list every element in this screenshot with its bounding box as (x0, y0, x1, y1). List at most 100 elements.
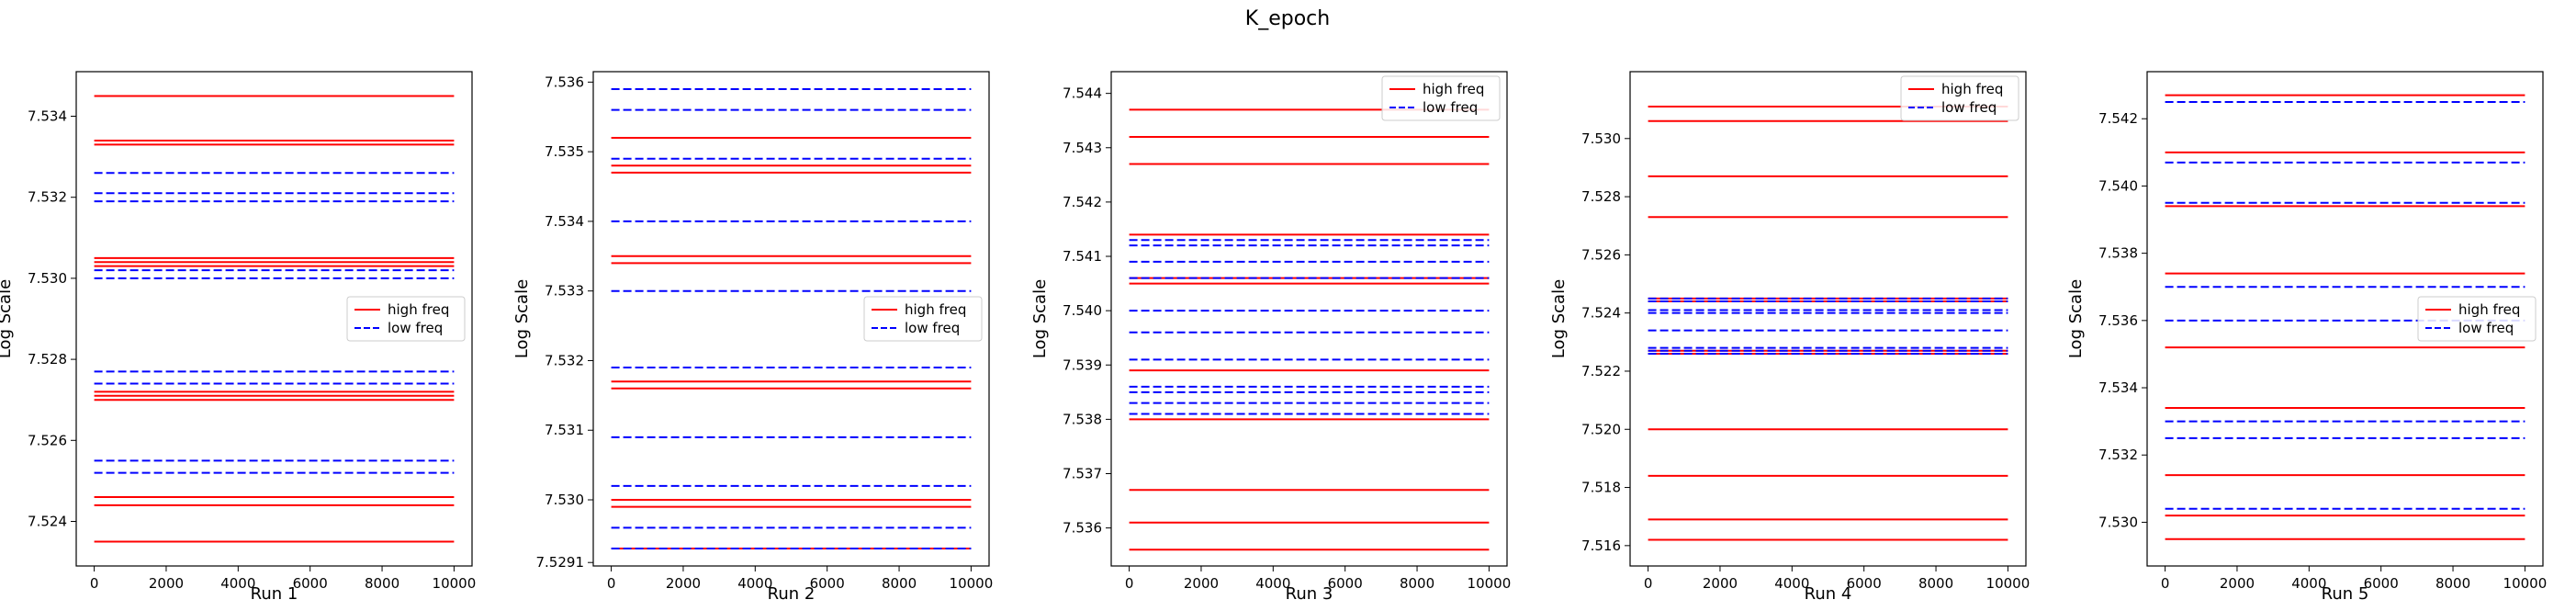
legend-box (346, 296, 466, 342)
y-tick-label: 7.530 (2098, 514, 2138, 530)
y-tick-label: 7.538 (1063, 411, 1102, 427)
y-tick-label: 7.526 (28, 432, 67, 448)
x-tick-label: 8000 (2435, 575, 2470, 592)
x-tick-label: 4000 (1255, 575, 1290, 592)
panel-1: 0 2000 4000 6000 8000 10000 7.524 7.526 7.528 7.5… (0, 71, 477, 604)
x-tick-label: 8000 (365, 575, 399, 592)
y-tick-label: 7.538 (2098, 245, 2138, 262)
legend-high-freq-label: high freq (905, 301, 966, 318)
plot-area (1111, 72, 1507, 566)
x-tick-label: 6000 (1847, 575, 1882, 592)
plot-area (1630, 72, 2026, 566)
x-axis-label: Run 3 (1286, 584, 1333, 604)
legend: high freq low freq (863, 296, 983, 342)
legend-high-freq-label: high freq (1941, 81, 2003, 97)
panel-2: 0 2000 4000 6000 8000 10000 7.5291 7.530 7.531 7.… (512, 71, 994, 604)
x-tick-label: 10000 (433, 575, 477, 592)
legend-low-freq-label: low freq (2458, 320, 2514, 336)
y-axis-label: Log Scale (2066, 279, 2086, 358)
axes-frame (75, 71, 473, 567)
x-axis-label: Run 4 (1805, 584, 1852, 604)
panel-4: 0 2000 4000 6000 8000 10000 7.516 7.518 7.520 7.5… (1549, 71, 2030, 604)
y-tick-label: 7.540 (2098, 177, 2138, 194)
y-tick-label: 7.532 (2098, 447, 2138, 463)
y-tick-label: 7.537 (1063, 465, 1102, 481)
axes-frame (2146, 71, 2544, 567)
y-tick-label: 7.532 (545, 352, 584, 368)
y-axis-label: Log Scale (1549, 279, 1569, 358)
legend-low-freq-label: low freq (905, 320, 960, 336)
y-tick-label: 7.524 (1581, 305, 1621, 322)
x-tick-label: 6000 (2364, 575, 2399, 592)
x-tick-label: 10000 (2503, 575, 2548, 592)
y-tick-label: 7.532 (28, 189, 67, 206)
y-tick-label: 7.524 (28, 513, 67, 529)
legend-low-freq-label: low freq (388, 320, 443, 336)
y-tick-label: 7.534 (2098, 379, 2138, 396)
legend-high-freq-label: high freq (388, 301, 449, 318)
x-tick-label: 2000 (149, 575, 184, 592)
legend: high freq low freq (1900, 75, 2019, 121)
y-tick-label: 7.528 (28, 351, 67, 368)
x-axis-label: Run 2 (768, 584, 816, 604)
axes-frame (1110, 71, 1508, 567)
x-tick-label: 6000 (1328, 575, 1363, 592)
legend-box (863, 296, 983, 342)
y-tick-label: 7.536 (545, 74, 584, 90)
x-tick-label: 10000 (1986, 575, 2030, 592)
panel-3: 0 2000 4000 6000 8000 10000 7.536 7.537 7.538 7.5… (1030, 71, 1512, 604)
y-tick-label: 7.534 (545, 213, 584, 230)
legend-box (2417, 296, 2537, 342)
y-tick-label: 7.531 (545, 422, 584, 438)
axes-frame (592, 71, 990, 567)
y-tick-label: 7.520 (1581, 421, 1621, 437)
y-tick-label: 7.540 (1063, 302, 1102, 319)
x-tick-label: 8000 (882, 575, 917, 592)
y-axis-label: Log Scale (1030, 279, 1050, 358)
x-tick-label: 8000 (1400, 575, 1434, 592)
y-tick-label: 7.530 (1581, 130, 1621, 147)
axes-frame (1629, 71, 2027, 567)
x-tick-label: 4000 (1774, 575, 1809, 592)
x-tick-label: 6000 (293, 575, 328, 592)
y-axis-label: Log Scale (0, 279, 15, 358)
y-tick-label: 7.533 (545, 283, 584, 300)
y-tick-label: 7.541 (1063, 248, 1102, 265)
x-tick-label: 2000 (1184, 575, 1219, 592)
legend-low-freq-label: low freq (1941, 99, 1997, 116)
x-tick-label: 0 (607, 575, 616, 592)
legend-high-freq-label: high freq (1423, 81, 1484, 97)
x-tick-label: 10000 (1468, 575, 1512, 592)
y-tick-label: 7.530 (545, 492, 584, 508)
y-tick-label: 7.536 (1063, 520, 1102, 537)
y-tick-label: 7.542 (1063, 194, 1102, 210)
y-tick-label: 7.528 (1581, 188, 1621, 205)
y-axis-label: Log Scale (512, 279, 532, 358)
legend-box (1900, 75, 2019, 121)
x-tick-label: 0 (1644, 575, 1653, 592)
y-tick-label: 7.526 (1581, 246, 1621, 263)
y-tick-label: 7.530 (28, 270, 67, 287)
y-tick-label: 7.534 (28, 108, 67, 125)
legend-low-freq-label: low freq (1423, 99, 1478, 116)
x-tick-label: 4000 (220, 575, 255, 592)
figure-title: K_epoch (1245, 7, 1330, 30)
y-tick-label: 7.516 (1581, 537, 1621, 554)
y-tick-label: 7.522 (1581, 363, 1621, 379)
y-tick-label: 7.543 (1063, 140, 1102, 156)
x-axis-label: Run 5 (2322, 584, 2369, 604)
x-axis-label: Run 1 (251, 584, 298, 604)
x-tick-label: 10000 (950, 575, 994, 592)
x-tick-label: 2000 (666, 575, 701, 592)
x-tick-label: 2000 (2220, 575, 2255, 592)
x-tick-label: 0 (1125, 575, 1134, 592)
x-tick-label: 4000 (737, 575, 772, 592)
legend: high freq low freq (1381, 75, 1501, 121)
y-tick-label: 7.535 (545, 143, 584, 160)
x-tick-label: 0 (90, 575, 99, 592)
x-tick-label: 0 (2161, 575, 2170, 592)
legend-high-freq-label: high freq (2458, 301, 2520, 318)
y-tick-label: 7.542 (2098, 110, 2138, 127)
x-tick-label: 6000 (810, 575, 845, 592)
